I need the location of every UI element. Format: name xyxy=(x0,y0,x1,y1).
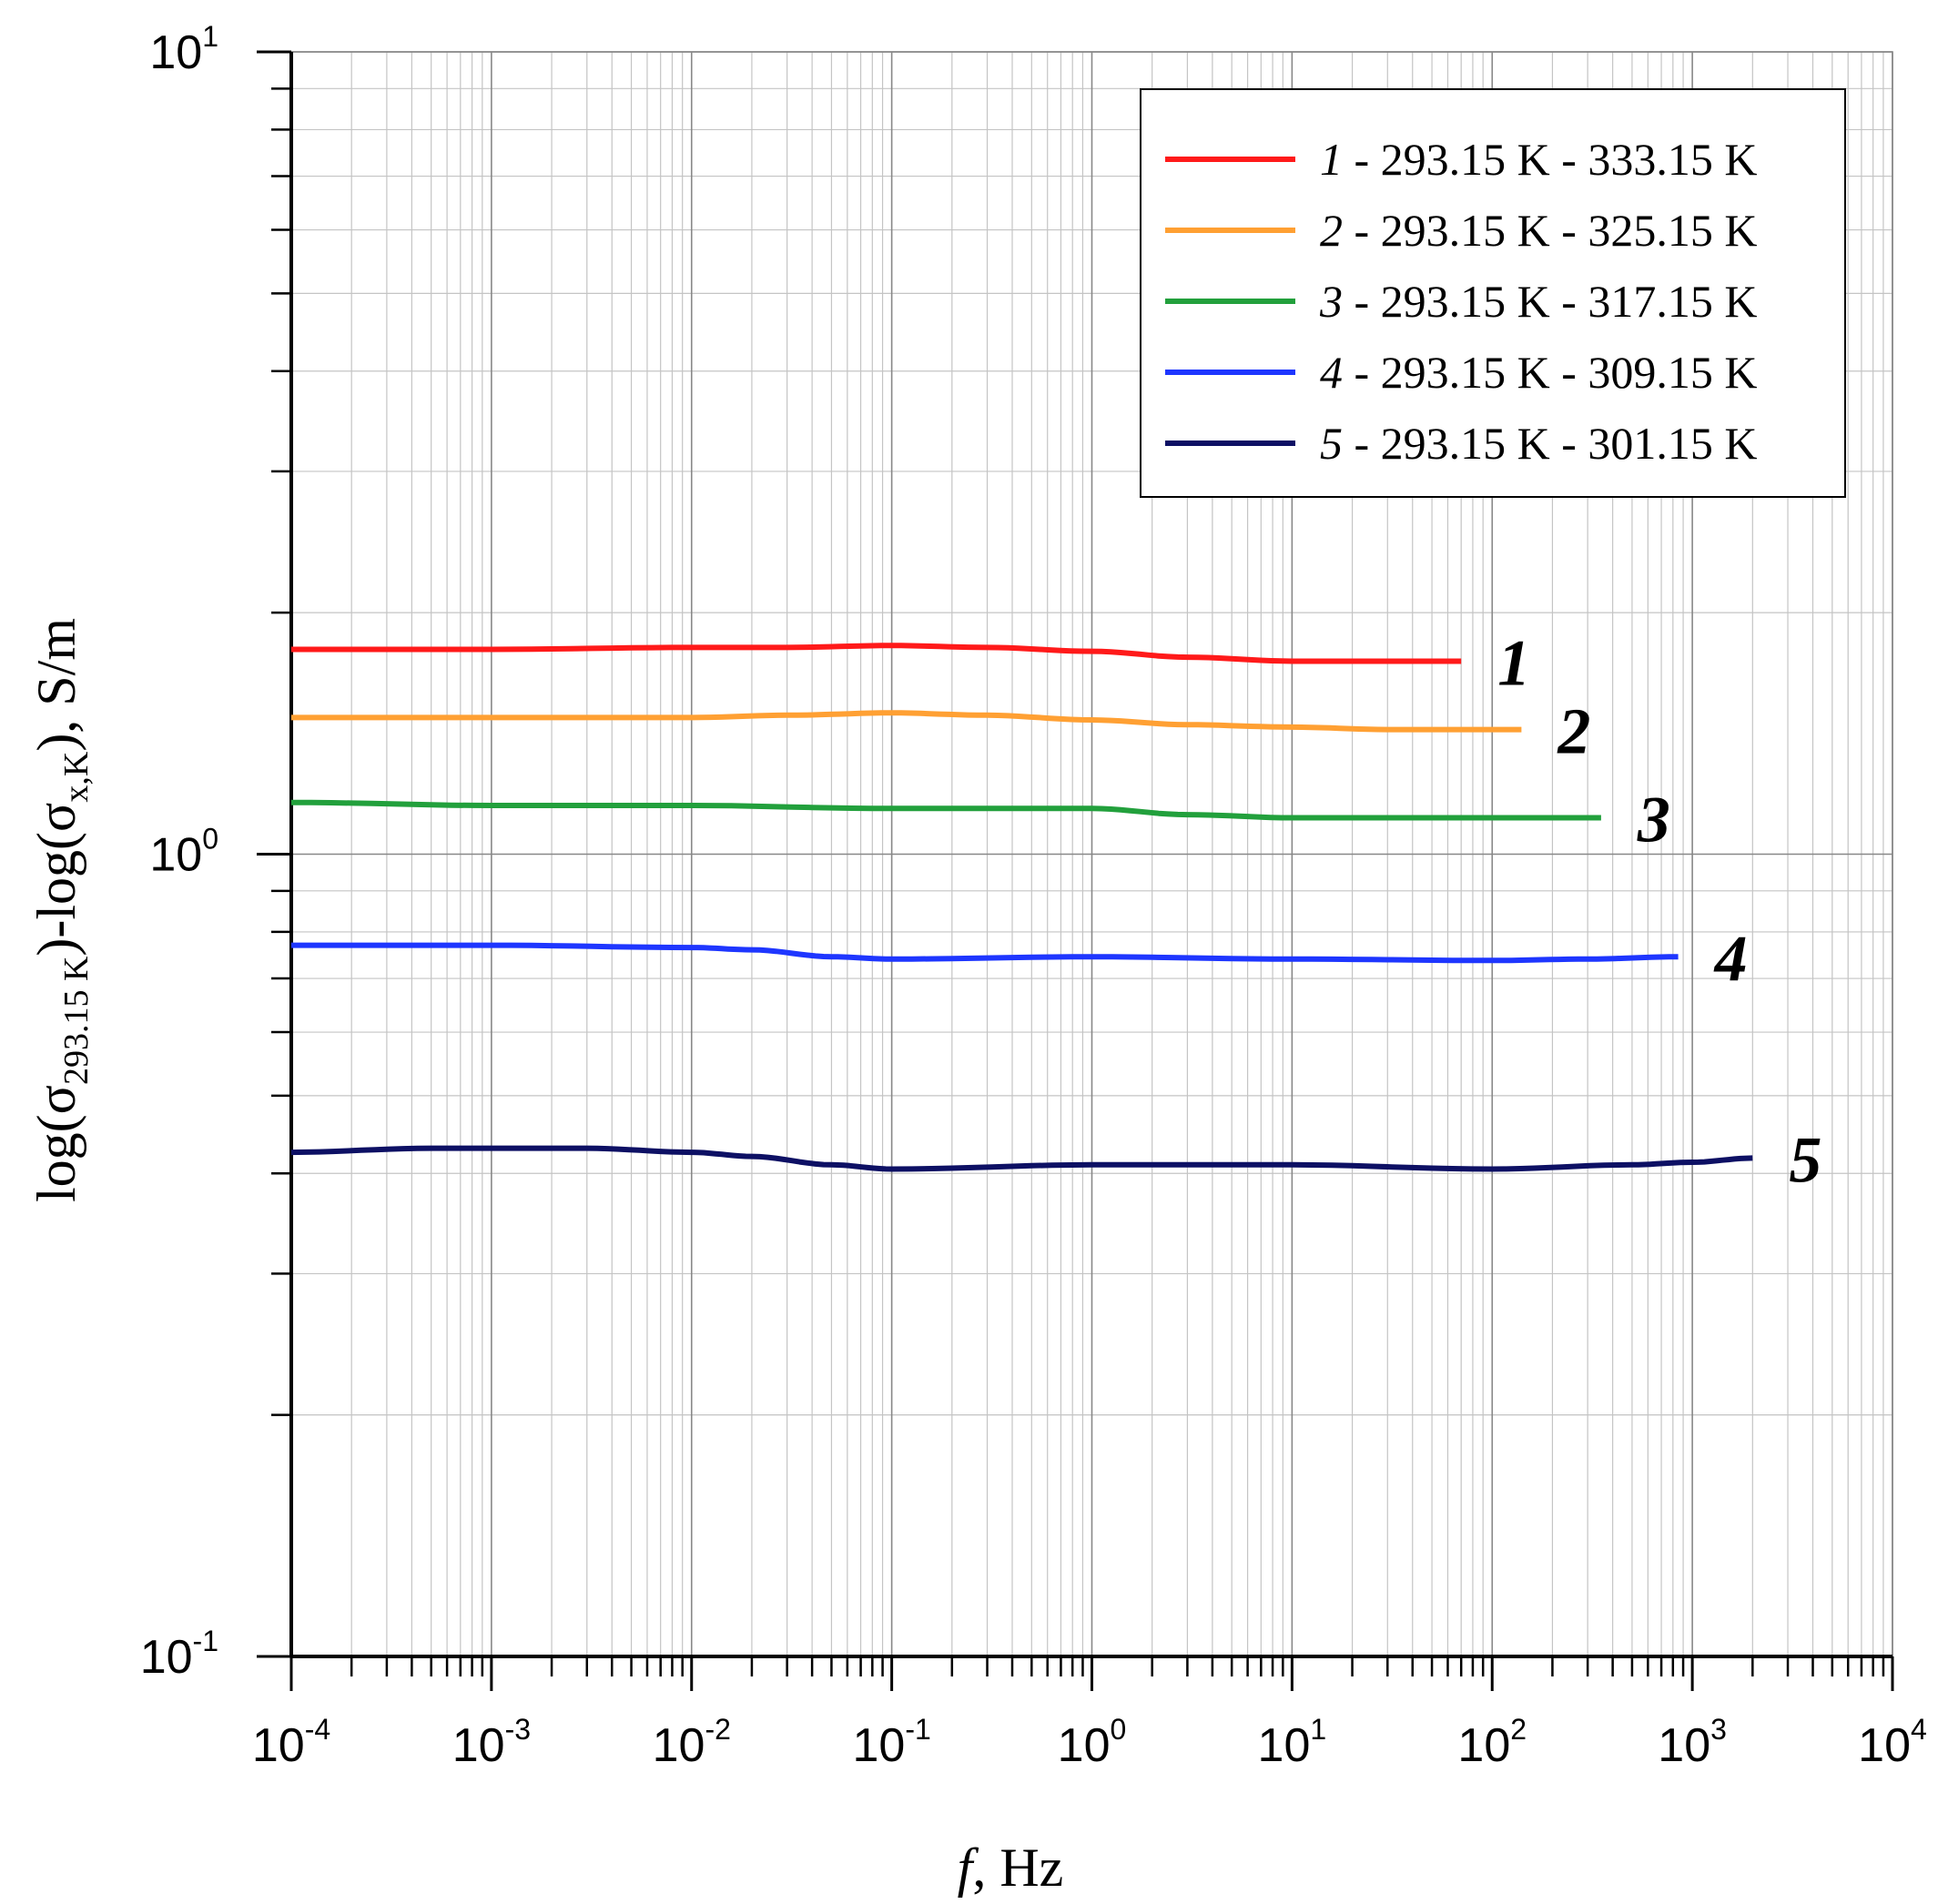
y-tick-label: 10-1 xyxy=(140,1625,218,1684)
y-tick-label: 101 xyxy=(149,20,218,79)
legend-label-1: 1 - 293.15 K - 333.15 K xyxy=(1320,134,1758,185)
legend-label-3: 3 - 293.15 K - 317.15 K xyxy=(1319,276,1758,327)
curve-label-3: 3 xyxy=(1637,784,1670,856)
x-tick-label: 101 xyxy=(1258,1713,1327,1772)
x-tick-label: 100 xyxy=(1058,1713,1127,1772)
series-line-4 xyxy=(291,942,1679,964)
curve-label-4: 4 xyxy=(1713,922,1748,995)
legend: 1 - 293.15 K - 333.15 K 2 - 293.15 K - 32… xyxy=(1140,88,1846,498)
x-tick-label: 10-1 xyxy=(852,1713,930,1772)
curve-label-5: 5 xyxy=(1789,1123,1821,1196)
tick-labels: 10-4 10-3 10-2 10-1 100 101 102 103 104 101 100 10-… xyxy=(140,20,1927,1772)
x-tick-label: 10-2 xyxy=(653,1713,731,1772)
series-line-3 xyxy=(290,799,1601,821)
series-line-2 xyxy=(291,710,1522,733)
legend-label-5: 5 - 293.15 K - 301.15 K xyxy=(1320,418,1758,469)
x-tick-label: 102 xyxy=(1457,1713,1527,1772)
x-tick-label: 103 xyxy=(1658,1713,1727,1772)
x-tick-label: 10-3 xyxy=(452,1713,531,1772)
curve-label-2: 2 xyxy=(1557,695,1590,768)
legend-label-2: 2 - 293.15 K - 325.15 K xyxy=(1320,205,1758,256)
series-lines xyxy=(290,643,1753,1172)
y-tick-label: 100 xyxy=(149,823,218,882)
x-tick-label: 104 xyxy=(1858,1713,1927,1772)
x-tick-label: 10-4 xyxy=(252,1713,330,1772)
series-line-1 xyxy=(291,643,1462,664)
series-line-5 xyxy=(290,1145,1753,1172)
y-axis-title: log(σ293.15 K)-log(σx,K), S/m xyxy=(26,618,96,1202)
curve-label-1: 1 xyxy=(1497,626,1530,699)
axis-ticks xyxy=(257,50,1894,1691)
legend-label-4: 4 - 293.15 K - 309.15 K xyxy=(1320,347,1758,398)
x-axis-title: f, Hz xyxy=(958,1838,1064,1898)
